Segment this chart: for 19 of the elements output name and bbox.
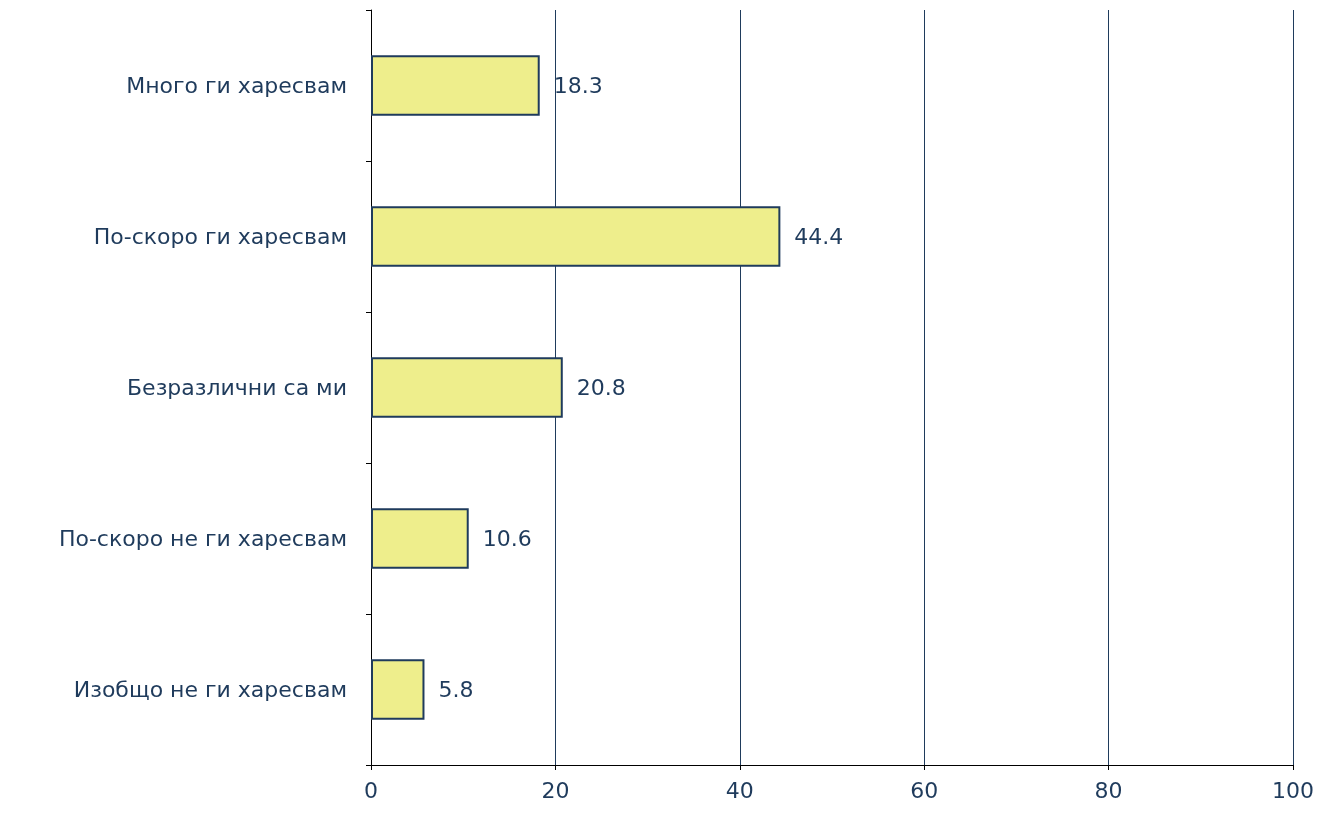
x-tick-label: 80 bbox=[1094, 777, 1123, 803]
bar bbox=[371, 659, 425, 720]
x-tick-label: 100 bbox=[1272, 777, 1314, 803]
data-label: 20.8 bbox=[576, 375, 626, 400]
y-tick-label: Безразлични са ми bbox=[127, 375, 347, 400]
x-tick-label: 20 bbox=[541, 777, 570, 803]
bar bbox=[371, 55, 540, 116]
y-tick-label: По-скоро ги харесвам bbox=[93, 224, 347, 249]
y-tick-label: Много ги харесвам bbox=[126, 73, 347, 98]
data-label: 10.6 bbox=[482, 526, 532, 551]
x-tick-label: 40 bbox=[725, 777, 754, 803]
x-tick-label: 60 bbox=[910, 777, 939, 803]
y-tick-label: Изобщо не ги харесвам bbox=[73, 677, 347, 702]
data-label: 5.8 bbox=[438, 677, 474, 702]
y-tick-label: По-скоро не ги харесвам bbox=[58, 526, 347, 551]
x-tick-label: 0 bbox=[364, 777, 378, 803]
bar bbox=[371, 508, 469, 569]
data-label: 18.3 bbox=[553, 73, 603, 98]
data-label: 44.4 bbox=[794, 224, 844, 249]
